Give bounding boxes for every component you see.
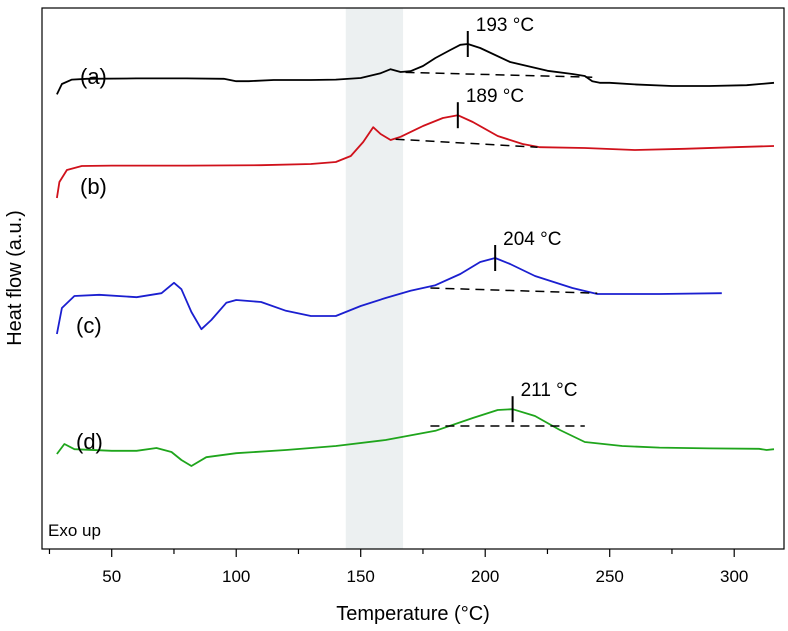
y-axis-label: Heat flow (a.u.) xyxy=(4,210,26,346)
x-tick-label: 150 xyxy=(347,567,375,586)
series-tag-a: (a) xyxy=(80,64,107,89)
series-line-d xyxy=(56,408,775,467)
highlight-band xyxy=(345,8,404,549)
x-tick-label: 50 xyxy=(102,567,121,586)
x-tick-label: 300 xyxy=(720,567,748,586)
peak-label-b: 189 °C xyxy=(466,86,524,107)
baseline-c xyxy=(430,287,598,294)
baseline-b xyxy=(395,138,538,148)
series-line-b xyxy=(56,114,775,199)
plot-frame xyxy=(41,7,785,550)
series-tag-c: (c) xyxy=(76,313,102,338)
baseline-a xyxy=(405,71,593,78)
series-tag-d: (d) xyxy=(76,429,103,454)
series-line-c xyxy=(56,257,722,335)
peak-label-a: 193 °C xyxy=(476,15,534,36)
series-line-a xyxy=(56,43,775,95)
x-axis-ticks: 50 100 150 200 250 300 xyxy=(48,549,748,586)
x-tick-label: 250 xyxy=(596,567,624,586)
x-tick-label: 100 xyxy=(222,567,250,586)
x-tick-label: 200 xyxy=(471,567,499,586)
peak-label-c: 204 °C xyxy=(503,229,561,250)
series-layer: 193 °C (a) 189 °C (b) 204 °C (c) 211 °C (d) xyxy=(56,15,775,467)
exo-up-annotation: Exo up xyxy=(48,521,101,540)
series-tag-b: (b) xyxy=(80,174,107,199)
peak-label-d: 211 °C xyxy=(521,380,578,401)
x-axis-label: Temperature (°C) xyxy=(336,603,490,625)
